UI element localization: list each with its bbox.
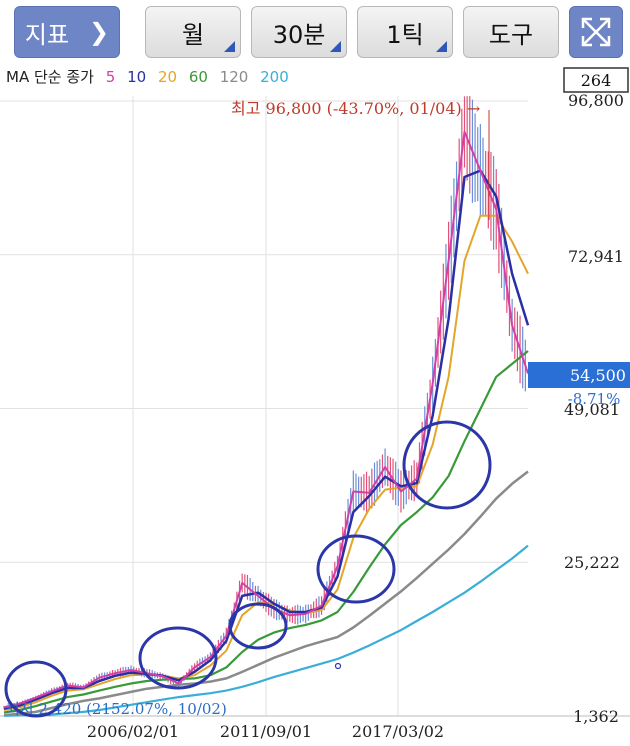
highlight-circle-3 <box>228 602 288 650</box>
x-label-2006: 2006/02/01 <box>87 722 179 741</box>
right-value-box: 264 <box>563 67 629 93</box>
ma-series <box>3 130 530 717</box>
tools-label: 도구 <box>488 20 534 49</box>
price-chart[interactable]: 264 96,800 72,941 49,081 25,222 1,362 20… <box>0 64 630 746</box>
x-label-2011: 2011/09/01 <box>220 722 312 741</box>
highlight-circle-5 <box>402 420 492 510</box>
y-label-49081: 49,081 <box>564 400 620 419</box>
x-label-2017: 2017/03/02 <box>352 722 444 741</box>
candles <box>3 96 526 709</box>
legend-ma-10: 10 <box>127 68 147 86</box>
legend-ma-120: 120 <box>219 68 249 86</box>
y-label-72941: 72,941 <box>568 247 624 266</box>
indicator-button[interactable]: 지표 ❯ <box>14 6 120 58</box>
dropdown-triangle-icon <box>224 41 235 52</box>
highlight-circle-2 <box>138 626 218 690</box>
high-annotation: 최고 96,800 (-43.70%, 01/04) → <box>231 99 480 118</box>
current-price-marker: 54,500 -8.71% <box>528 362 630 408</box>
current-change: -8.71% <box>568 390 621 408</box>
legend-ma-200: 200 <box>260 68 289 86</box>
ma-line-200 <box>3 544 529 717</box>
marker-dot <box>334 662 342 670</box>
highlight-circles <box>4 420 492 718</box>
y-label-25222: 25,222 <box>564 553 620 572</box>
tick-select[interactable]: 1틱 <box>357 6 453 58</box>
ma-line-60 <box>3 350 529 714</box>
legend-prefix: MA 단순 종가 <box>6 68 94 86</box>
current-price: 54,500 <box>570 366 626 385</box>
highlight-circle-4 <box>316 534 396 604</box>
ma-line-10 <box>3 169 530 710</box>
expand-icon <box>581 17 611 47</box>
legend-ma-5: 5 <box>105 68 116 86</box>
ma-line-5 <box>3 130 529 709</box>
indicator-label: 지표 <box>24 20 70 49</box>
legend-ma-20: 20 <box>157 68 178 86</box>
right-box-value: 264 <box>581 71 612 90</box>
fullscreen-button[interactable] <box>569 6 623 58</box>
ma-legend: MA 단순 종가 5 10 20 60 120 200 <box>6 66 296 87</box>
chevron-right-icon: ❯ <box>89 18 110 46</box>
dropdown-triangle-icon <box>330 41 341 52</box>
period-label: 월 <box>181 20 205 49</box>
interval-select[interactable]: 30분 <box>251 6 347 58</box>
ma-line-120 <box>3 470 529 717</box>
y-label-1362: 1,362 <box>573 707 619 726</box>
legend-ma-60: 60 <box>188 68 208 86</box>
grid <box>0 96 630 717</box>
y-label-96800: 96,800 <box>568 91 624 110</box>
chart-toolbar: 지표 ❯ 월 30분 1틱 도구 <box>0 0 630 64</box>
tools-button[interactable]: 도구 <box>463 6 559 58</box>
highlight-circle-1 <box>4 660 68 718</box>
period-select[interactable]: 월 <box>145 6 241 58</box>
dropdown-triangle-icon <box>436 41 447 52</box>
tick-label: 1틱 <box>386 20 424 49</box>
interval-label: 30분 <box>272 20 326 49</box>
